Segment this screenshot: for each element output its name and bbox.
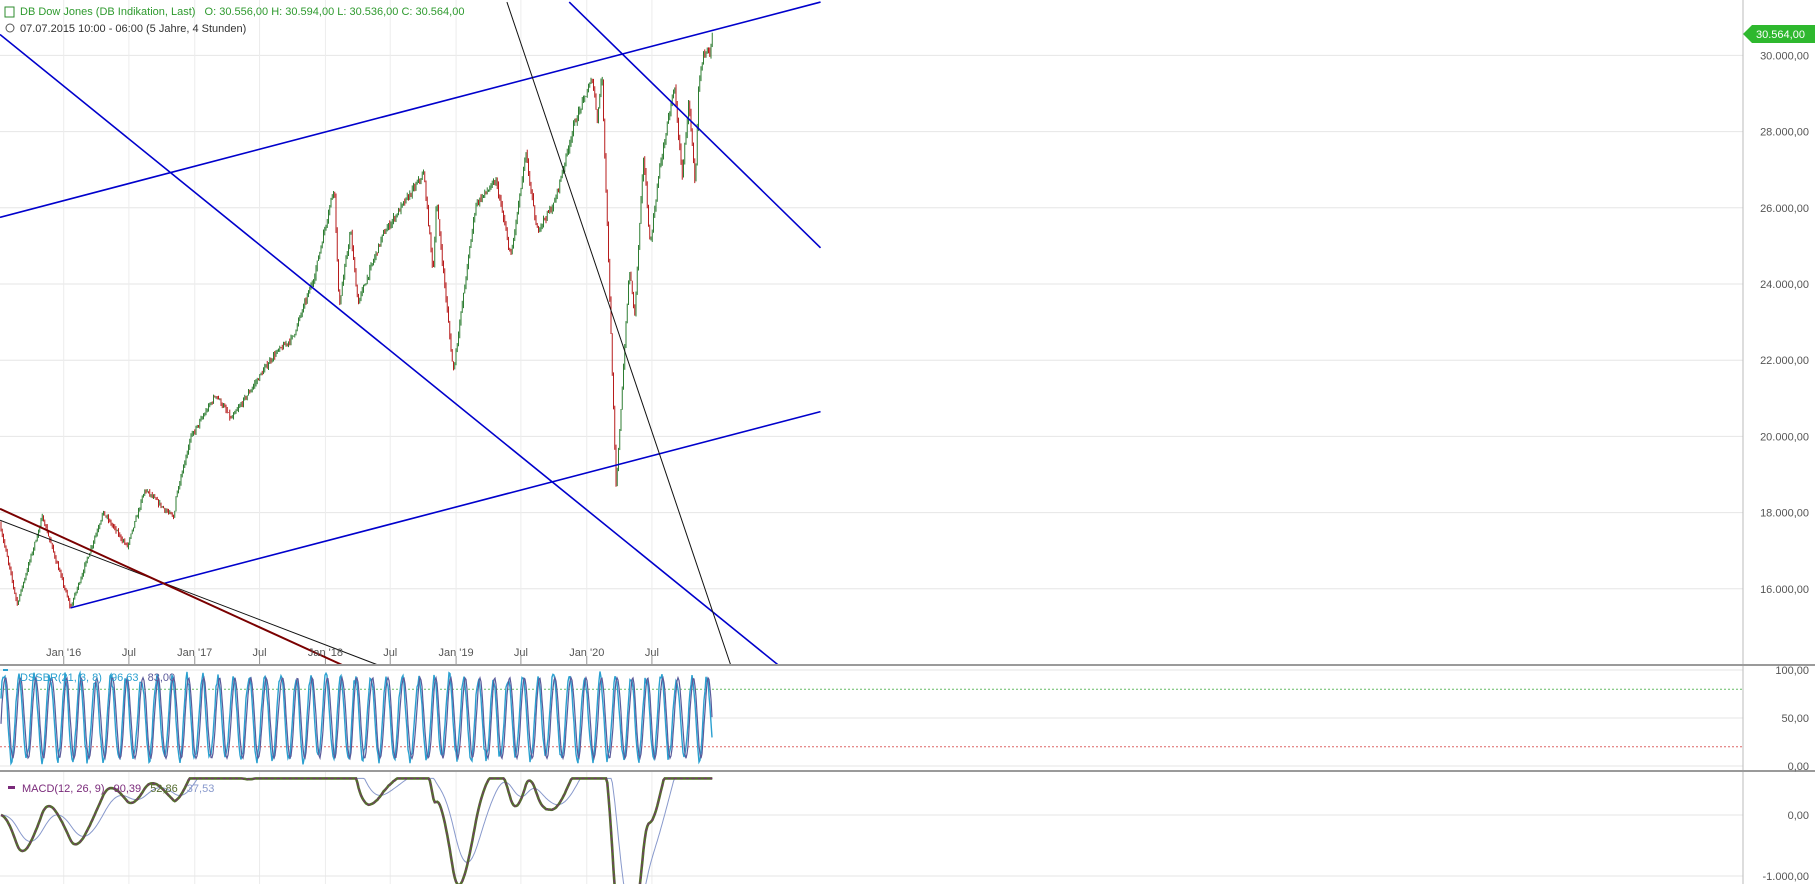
- macd-value: 90,39: [114, 783, 142, 795]
- trend-line[interactable]: [0, 33, 822, 700]
- trend-line[interactable]: [568, 1, 822, 249]
- ohlc-readout: O: 30.556,00 H: 30.594,00 L: 30.536,00 C…: [205, 6, 465, 18]
- chart-type-icon: [4, 6, 15, 18]
- y-tick-label: 16.000,00: [1760, 584, 1809, 596]
- y-tick-label: 24.000,00: [1760, 279, 1809, 291]
- stochastic-slow-value: 83,00: [148, 672, 176, 684]
- macd-histogram-value: 52,86: [150, 783, 178, 795]
- x-tick-label: Jul: [122, 647, 136, 659]
- x-tick-label: Jul: [514, 647, 528, 659]
- stochastic-slow-line: [0, 675, 713, 761]
- y-tick-label: 28.000,00: [1760, 127, 1809, 139]
- x-tick-label: Jan '17: [177, 647, 212, 659]
- y-tick-label: 20.000,00: [1760, 431, 1809, 443]
- macd-legend: MACD(12, 26, 9) 90,39 52,86 37,53: [8, 783, 214, 795]
- x-tick-label: Jul: [383, 647, 397, 659]
- last-price-badge: 30.564,00: [1743, 25, 1815, 43]
- clock-icon: [5, 23, 15, 33]
- macd-histogram-line: [0, 777, 713, 884]
- stochastic-title[interactable]: DSSBR(21, 3, 8): [20, 672, 102, 684]
- stochastic-fast-value: 96,63: [111, 672, 139, 684]
- x-tick-label: Jan '19: [439, 647, 474, 659]
- x-tick-label: Jan '16: [46, 647, 81, 659]
- svg-text:MACD(12, 26, 9) 90,39: MACD(12, 26, 9) 90,39 52,86 37,53: [22, 783, 214, 795]
- y-tick-label: 30.000,00: [1760, 50, 1809, 62]
- chart-header: DB Dow Jones (DB Indikation, Last) O: 30…: [4, 6, 464, 35]
- x-tick-label: Jan '18: [308, 647, 343, 659]
- last-price-label: 30.564,00: [1756, 29, 1805, 41]
- stochastic-tick-label: 0,00: [1788, 761, 1809, 773]
- trend-line[interactable]: [0, 1, 821, 219]
- macd-tick-label: 0,00: [1788, 810, 1809, 822]
- stochastic-tick-label: 50,00: [1781, 713, 1809, 725]
- stochastic-legend: DSSBR(21, 3, 8) 96,63 83,00: [3, 669, 175, 684]
- trend-line[interactable]: [70, 410, 821, 609]
- stochastic-tick-label: 100,00: [1775, 665, 1809, 677]
- x-tick-label: Jul: [253, 647, 267, 659]
- macd-signal-line: [1, 777, 713, 884]
- y-tick-label: 26.000,00: [1760, 203, 1809, 215]
- svg-text:DSSBR(21, 3, 8) 96,63: DSSBR(21, 3, 8) 96,63 83,00: [20, 672, 175, 684]
- macd-signal-value: 37,53: [187, 783, 215, 795]
- stochastic-panel: [0, 666, 1743, 770]
- trend-lines: [0, 1, 1815, 700]
- svg-text:DB Dow Jones (DB Indikation, L: DB Dow Jones (DB Indikation, Last) O: 30…: [20, 6, 464, 18]
- y-tick-label: 18.000,00: [1760, 508, 1809, 520]
- y-tick-label: 22.000,00: [1760, 355, 1809, 367]
- macd-title[interactable]: MACD(12, 26, 9): [22, 783, 105, 795]
- x-tick-label: Jul: [645, 647, 659, 659]
- trend-line[interactable]: [0, 519, 379, 666]
- last-price-badge-shape: [1743, 25, 1815, 43]
- x-axis-labels: Jan '16 Jul Jan '17 Jul Jan '18 Jul Jan '19 Jul…: [46, 647, 659, 659]
- price-candles: [0, 32, 713, 609]
- trend-line[interactable]: [506, 1, 732, 666]
- period-info: 07.07.2015 10:00 - 06:00 (5 Jahre, 4 Stu…: [20, 23, 246, 35]
- macd-panel: [0, 777, 1743, 884]
- macd-tick-label: -1.000,00: [1763, 871, 1809, 883]
- trend-line[interactable]: [0, 507, 343, 666]
- y-axis-labels: 16.000,00 18.000,00 20.000,00 22.000,00 24.0…: [1760, 50, 1809, 883]
- x-tick-label: Jan '20: [569, 647, 604, 659]
- macd-line: [0, 777, 713, 884]
- instrument-title[interactable]: DB Dow Jones (DB Indikation, Last): [20, 6, 195, 18]
- svg-text:07.07.2015 10:00 - 06:00 (5: 07.07.2015 10:00 - 06:00 (5 Jahre, 4 Stu…: [20, 23, 246, 35]
